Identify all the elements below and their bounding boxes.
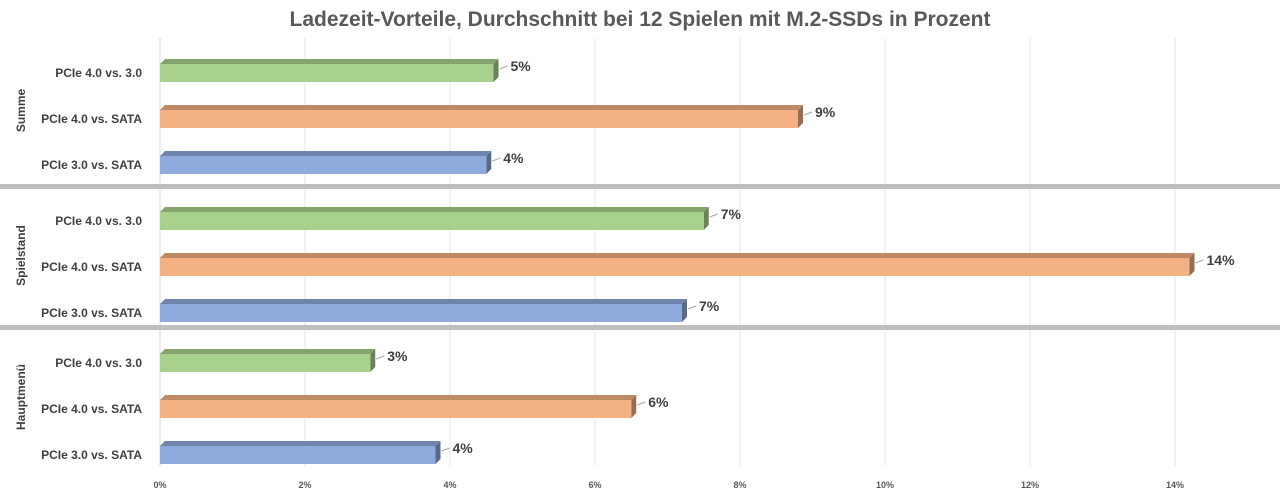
data-label: 4% — [453, 440, 474, 456]
category-label: PCIe 4.0 vs. SATA — [41, 402, 142, 416]
bar-top-face — [160, 151, 492, 156]
bar — [160, 304, 682, 322]
x-tick-label: 0% — [153, 480, 166, 490]
data-label-leader — [637, 401, 646, 406]
bar-top-face — [160, 299, 687, 304]
bar-top-face — [160, 59, 499, 64]
bar-side-face — [682, 299, 687, 322]
data-label-leader — [687, 305, 697, 310]
bar-top-face — [160, 105, 803, 110]
bar — [160, 400, 632, 418]
category-label: PCIe 4.0 vs. 3.0 — [55, 66, 142, 80]
group-label: Hauptmenü — [14, 364, 28, 430]
x-tick-label: 8% — [733, 480, 746, 490]
bar — [160, 354, 371, 372]
x-tick-label: 6% — [588, 480, 601, 490]
data-label-leader — [1195, 259, 1204, 264]
x-tick-label: 2% — [298, 480, 311, 490]
group-separators — [0, 184, 1280, 330]
bars — [160, 59, 1195, 464]
group-label: Summe — [14, 89, 28, 133]
data-label: 5% — [511, 58, 532, 74]
group-label: Spielstand — [14, 225, 28, 286]
data-label-leader — [499, 65, 508, 70]
bar — [160, 156, 487, 174]
data-label: 7% — [699, 298, 720, 314]
data-label-leader — [376, 355, 385, 360]
category-label: PCIe 4.0 vs. 3.0 — [55, 356, 142, 370]
bar — [160, 64, 494, 82]
bar-side-face — [703, 207, 709, 230]
x-tick-label: 12% — [1021, 480, 1039, 490]
bar — [160, 110, 798, 128]
bar — [160, 258, 1190, 276]
bar-top-face — [160, 253, 1195, 258]
data-label: 3% — [387, 348, 408, 364]
data-label-leader — [441, 447, 450, 452]
category-label: PCIe 3.0 vs. SATA — [41, 448, 142, 462]
x-tick-label: 14% — [1166, 480, 1184, 490]
bar-side-face — [486, 151, 492, 174]
bar-top-face — [160, 207, 709, 212]
data-label: 6% — [648, 394, 669, 410]
group-separator — [0, 325, 1280, 330]
bar-side-face — [435, 441, 441, 464]
bar-side-face — [370, 349, 376, 372]
category-label: PCIe 4.0 vs. SATA — [41, 112, 142, 126]
category-label: PCIe 3.0 vs. SATA — [41, 158, 142, 172]
data-label-leader — [709, 213, 718, 218]
x-tick-label: 10% — [876, 480, 894, 490]
category-label: PCIe 4.0 vs. 3.0 — [55, 214, 142, 228]
group-separator — [0, 184, 1280, 189]
bar-side-face — [798, 105, 803, 128]
data-label-leader — [492, 157, 501, 162]
bar-side-face — [631, 395, 637, 418]
category-label: PCIe 4.0 vs. SATA — [41, 260, 142, 274]
category-label: PCIe 3.0 vs. SATA — [41, 306, 142, 320]
data-label: 14% — [1207, 252, 1236, 268]
data-label-leader — [803, 111, 813, 116]
bar-side-face — [493, 59, 499, 82]
chart-title: Ladezeit-Vorteile, Durchschnitt bei 12 S… — [290, 8, 991, 31]
bar-top-face — [160, 441, 441, 446]
x-tick-label: 4% — [443, 480, 456, 490]
data-label: 4% — [503, 150, 524, 166]
bar-top-face — [160, 395, 637, 400]
labels: 0% 2% 4% 6% 8% 10% 12% 14% Summe PCIe 4.0 vs. 3.0… — [14, 58, 1235, 490]
bar — [160, 212, 704, 230]
bar-top-face — [160, 349, 376, 354]
bar-side-face — [1189, 253, 1195, 276]
data-label: 7% — [721, 206, 742, 222]
data-label: 9% — [815, 104, 836, 120]
bar — [160, 446, 436, 464]
